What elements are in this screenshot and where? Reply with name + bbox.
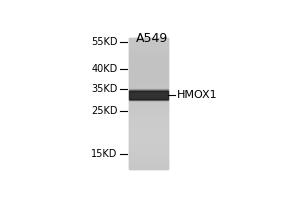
Bar <box>129 153 168 156</box>
Bar <box>129 64 168 66</box>
Text: 25KD: 25KD <box>91 106 117 116</box>
Bar <box>129 49 168 51</box>
Bar <box>129 75 168 77</box>
Bar <box>129 110 168 112</box>
Bar <box>129 140 168 143</box>
Bar <box>129 38 168 40</box>
Bar <box>129 91 168 99</box>
Bar <box>129 99 168 101</box>
Bar <box>129 123 168 125</box>
Bar <box>129 77 168 79</box>
Bar <box>129 90 168 92</box>
Bar <box>129 145 168 147</box>
Bar <box>129 40 168 42</box>
Bar <box>129 71 168 73</box>
Bar <box>129 101 168 103</box>
Text: 15KD: 15KD <box>91 149 117 159</box>
Bar <box>129 143 168 145</box>
Bar <box>129 95 168 97</box>
Bar <box>129 167 168 169</box>
Bar <box>129 103 168 105</box>
Bar <box>129 112 168 114</box>
Bar <box>129 127 168 129</box>
Bar <box>129 62 168 64</box>
Bar <box>129 116 168 119</box>
Bar <box>129 60 168 62</box>
Bar <box>129 138 168 140</box>
Bar <box>129 88 168 90</box>
Bar <box>129 79 168 81</box>
Bar <box>129 90 168 91</box>
Bar <box>129 86 168 88</box>
Text: HMOX1: HMOX1 <box>177 90 218 100</box>
Bar <box>129 99 168 100</box>
Bar <box>129 149 168 151</box>
Bar <box>129 57 168 60</box>
Bar <box>129 55 168 57</box>
Bar <box>129 92 168 95</box>
Bar <box>129 81 168 84</box>
Bar <box>129 121 168 123</box>
Bar <box>129 147 168 149</box>
Bar <box>129 158 168 160</box>
Bar <box>129 51 168 53</box>
Bar <box>129 164 168 167</box>
Bar <box>129 125 168 127</box>
Bar <box>129 105 168 108</box>
Bar <box>129 44 168 47</box>
Bar <box>129 84 168 86</box>
Text: A549: A549 <box>136 32 168 45</box>
Bar <box>129 162 168 164</box>
Bar <box>129 97 168 99</box>
Bar <box>129 99 168 100</box>
Bar <box>129 132 168 134</box>
Bar <box>129 47 168 49</box>
Bar <box>129 42 168 44</box>
Bar <box>129 73 168 75</box>
Text: 55KD: 55KD <box>91 37 117 47</box>
Bar <box>129 119 168 121</box>
Bar <box>129 160 168 162</box>
Text: 40KD: 40KD <box>91 64 117 74</box>
Text: 35KD: 35KD <box>91 84 117 94</box>
Bar <box>129 156 168 158</box>
Bar <box>129 136 168 138</box>
Bar <box>129 53 168 55</box>
Bar <box>129 89 168 91</box>
Bar <box>129 108 168 110</box>
Bar <box>129 151 168 153</box>
Bar <box>129 114 168 116</box>
Bar <box>129 134 168 136</box>
Bar <box>129 66 168 68</box>
Bar <box>129 129 168 132</box>
Bar <box>129 68 168 71</box>
